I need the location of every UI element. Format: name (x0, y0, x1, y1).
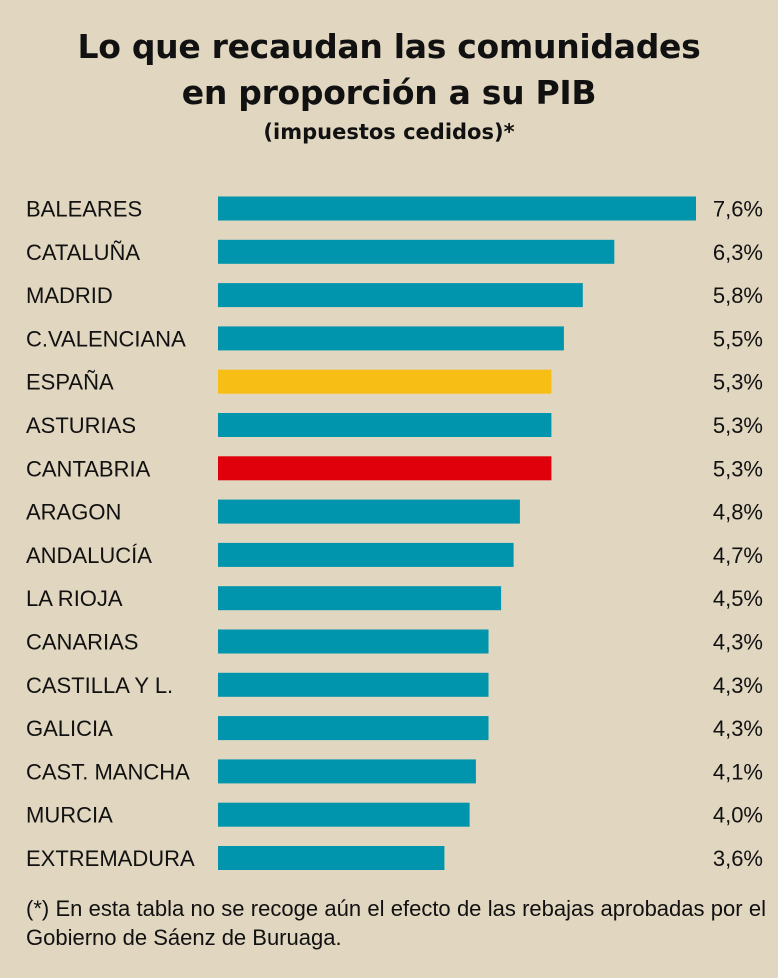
bar (218, 326, 564, 351)
bar (218, 802, 470, 827)
category-label: CAST. MANCHA (26, 759, 190, 784)
value-label: 4,1% (713, 759, 763, 784)
value-label: 7,6% (713, 197, 763, 222)
bar (218, 239, 615, 264)
value-label: 5,5% (713, 326, 763, 351)
bar (218, 759, 476, 784)
chart-title-line-1: Lo que recaudan las comunidades (77, 27, 701, 66)
category-label: MURCIA (26, 803, 113, 828)
bar (218, 716, 489, 741)
bar (218, 542, 514, 567)
value-label: 4,5% (713, 586, 763, 611)
bar (218, 499, 520, 524)
bar (218, 413, 552, 437)
value-label: 3,6% (713, 846, 763, 871)
value-label: 6,3% (713, 240, 763, 265)
bar (218, 369, 552, 394)
value-label: 5,3% (713, 413, 763, 438)
value-label: 4,0% (713, 803, 763, 828)
category-label: CATALUÑA (26, 240, 140, 265)
value-label: 5,8% (713, 283, 763, 308)
bar (218, 283, 583, 308)
category-label: GALICIA (26, 716, 113, 741)
value-label: 5,3% (713, 370, 763, 395)
value-label: 4,3% (713, 716, 763, 741)
category-label: MADRID (26, 283, 113, 308)
category-label: CASTILLA Y L. (26, 673, 173, 698)
value-label: 4,7% (713, 543, 763, 568)
category-label: C.VALENCIANA (26, 326, 186, 351)
category-label: ESPAÑA (26, 370, 114, 395)
category-label: LA RIOJA (26, 586, 123, 611)
bar (218, 846, 445, 870)
bar (218, 586, 502, 611)
category-label: ARAGON (26, 500, 121, 525)
category-label: EXTREMADURA (26, 846, 195, 871)
category-label: ANDALUCÍA (26, 543, 152, 568)
bar (218, 456, 552, 481)
bar (218, 196, 696, 221)
category-label: ASTURIAS (26, 413, 136, 438)
value-label: 5,3% (713, 456, 763, 481)
value-label: 4,8% (713, 500, 763, 525)
value-label: 4,3% (713, 673, 763, 698)
bar (218, 672, 489, 697)
value-label: 4,3% (713, 630, 763, 655)
category-label: BALEARES (26, 197, 142, 222)
chart-footnote: (*) En esta tabla no se recoge aún el ef… (26, 896, 766, 950)
bar (218, 629, 489, 654)
category-label: CANARIAS (26, 630, 138, 655)
chart-title-line-2: en proporción a su PIB (181, 73, 597, 112)
chart-subtitle: (impuestos cedidos)* (263, 120, 515, 144)
category-label: CANTABRIA (26, 456, 151, 481)
chart-title-block: Lo que recaudan las comunidades en propo… (0, 24, 778, 146)
